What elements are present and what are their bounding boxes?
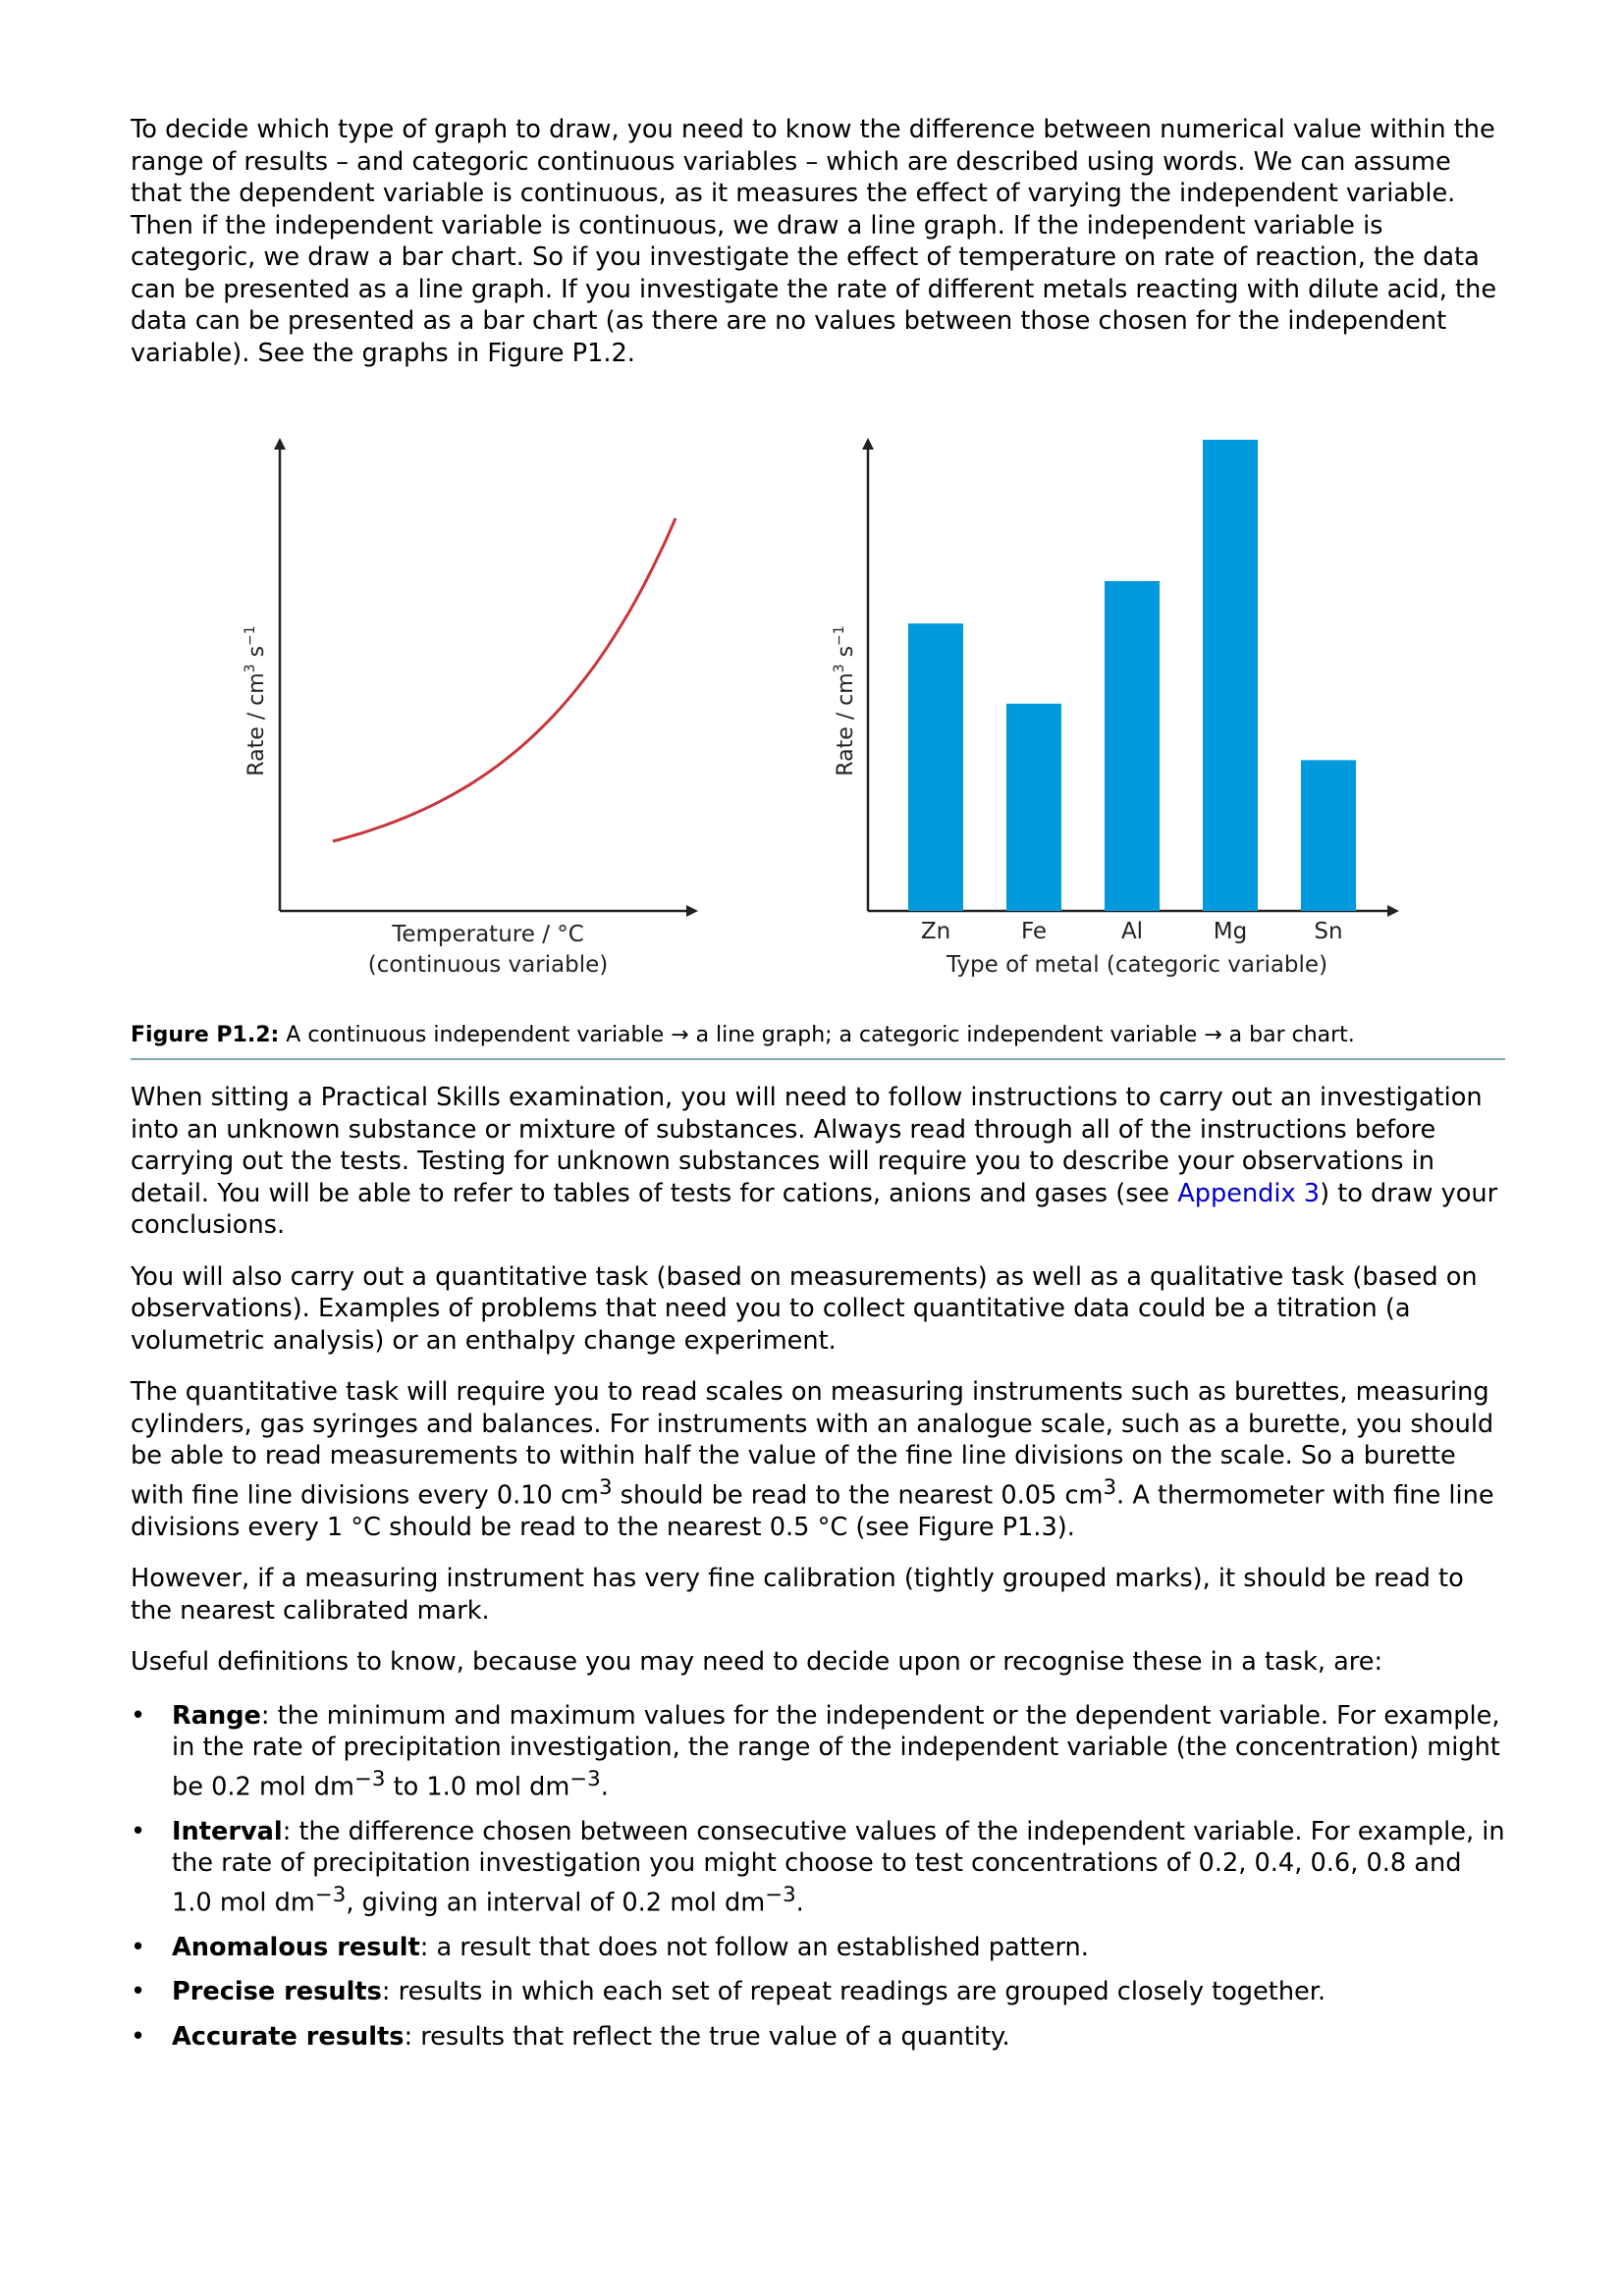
paragraph-text: The quantitative task will require you t…	[131, 1377, 1494, 1511]
bar-fe	[1006, 703, 1061, 911]
definition-term: Anomalous result	[172, 1932, 420, 1962]
line-graph-x-sublabel: (continuous variable)	[368, 952, 609, 978]
paragraph-text: should be read to the nearest 0.05 cm	[612, 1480, 1104, 1511]
bar-tick-label-sn: Sn	[1314, 919, 1342, 944]
superscript: −3	[569, 1766, 601, 1791]
definitions-list: Range: the minimum and maximum values fo…	[131, 1700, 1505, 2054]
definition-text: .	[795, 1888, 804, 1918]
definition-term: Precise results	[172, 1977, 382, 2007]
bar-tick-label-fe: Fe	[1021, 919, 1047, 944]
paragraph-text: When sitting a Practical Skills examinat…	[131, 1083, 1483, 1208]
bar-chart-y-label: Rate / cm3 s−1	[832, 625, 858, 775]
definition-text: .	[600, 1772, 609, 1802]
figure-caption-label: Figure P1.2:	[131, 1023, 280, 1047]
bar-chart-x-label: Type of metal (categoric variable)	[946, 952, 1327, 978]
paragraph-reading-scales: The quantitative task will require you t…	[131, 1376, 1505, 1543]
definition-interval: Interval: the difference chosen between …	[131, 1816, 1505, 1919]
paragraph-fine-calibration: However, if a measuring instrument has v…	[131, 1564, 1464, 1626]
bar-tick-label-zn: Zn	[921, 919, 950, 944]
definition-text: : the minimum and maximum values for the…	[172, 1700, 1500, 1802]
superscript: −3	[353, 1766, 386, 1791]
definition-anomalous-result: Anomalous result: a result that does not…	[131, 1932, 1505, 1964]
definition-text: : results that reflect the true value of…	[404, 2021, 1010, 2052]
definition-text: : the difference chosen between consecut…	[172, 1816, 1505, 1918]
paragraph-text: ) to draw your conclusions.	[131, 1178, 1498, 1241]
superscript: 3	[598, 1474, 613, 1500]
line-graph-curve	[332, 517, 677, 843]
figure-p1-2: Rate / cm3 s−1 Temperature / °C (continu…	[131, 408, 1505, 1021]
definition-text: to 1.0 mol dm	[385, 1772, 570, 1802]
figure-caption-text: A continuous independent variable → a li…	[279, 1023, 1355, 1047]
line-graph-y-label: Rate / cm3 s−1	[243, 625, 269, 775]
figure-caption: Figure P1.2: A continuous independent va…	[131, 1021, 1505, 1060]
line-graph: Rate / cm3 s−1 Temperature / °C (continu…	[243, 438, 698, 978]
figure-graphics: Rate / cm3 s−1 Temperature / °C (continu…	[243, 438, 1399, 978]
bar-zn	[908, 623, 963, 911]
superscript: 3	[1103, 1474, 1117, 1500]
bar-chart: Zn Fe Al Mg Sn Rate / cm3 s−1 Type of metal …	[832, 438, 1399, 978]
bar-tick-label-mg: Mg	[1214, 919, 1247, 944]
superscript: −3	[314, 1882, 347, 1907]
superscript: −3	[765, 1882, 796, 1907]
line-graph-x-label: Temperature / °C	[391, 922, 584, 947]
appendix-3-link[interactable]: Appendix 3	[1177, 1178, 1321, 1208]
bar-mg	[1203, 440, 1258, 911]
definition-range: Range: the minimum and maximum values fo…	[131, 1700, 1505, 1803]
definition-precise-results: Precise results: results in which each s…	[131, 1976, 1505, 2008]
definition-term: Interval	[172, 1816, 283, 1846]
definition-accurate-results: Accurate results: results that reflect t…	[131, 2021, 1505, 2054]
document-page: To decide which type of graph to draw, y…	[131, 114, 1505, 2053]
paragraph-definitions-intro: Useful definitions to know, because you …	[131, 1647, 1383, 1678]
definition-term: Accurate results	[172, 2021, 405, 2052]
paragraph-text: . A thermometer with fine line divisions…	[131, 1480, 1494, 1542]
bar-tick-label-al: Al	[1121, 919, 1143, 944]
bar-sn	[1301, 760, 1356, 911]
definition-text: : a result that does not follow an estab…	[419, 1932, 1089, 1962]
definition-text: : results in which each set of repeat re…	[381, 1977, 1326, 2007]
definition-text: , giving an interval of 0.2 mol dm	[346, 1888, 766, 1918]
definition-term: Range	[172, 1700, 261, 1731]
intro-paragraph: To decide which type of graph to draw, y…	[131, 115, 1497, 368]
paragraph-quantitative-task: You will also carry out a quantitative t…	[131, 1261, 1478, 1356]
bar-al	[1105, 581, 1160, 911]
paragraph-practical-exam: When sitting a Practical Skills examinat…	[131, 1082, 1505, 1242]
